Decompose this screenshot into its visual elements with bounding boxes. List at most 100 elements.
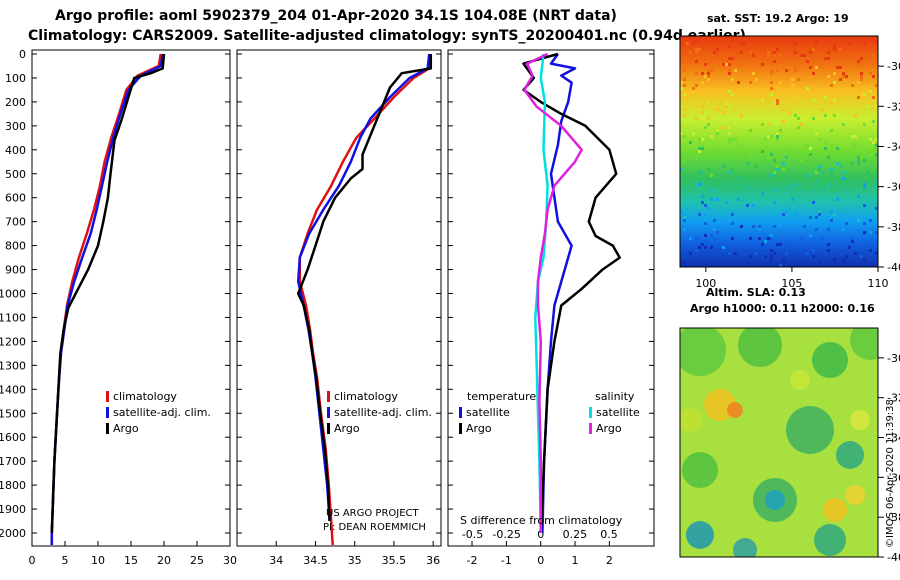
sla-blob — [845, 485, 865, 505]
sst-cell — [737, 198, 740, 201]
sla-blob — [738, 328, 782, 367]
sst-cell — [707, 102, 710, 105]
sla-blob — [812, 342, 848, 378]
depth-tick-label: 500 — [5, 168, 26, 181]
sla-blob — [680, 408, 702, 432]
sst-cell — [749, 156, 752, 159]
sst-cell — [698, 237, 701, 240]
sst-cell — [806, 87, 809, 90]
sst-cell — [830, 189, 833, 192]
salinity-x-tick-label: 34.5 — [303, 554, 328, 567]
sst-cell — [695, 51, 698, 54]
sst-cell — [731, 168, 734, 171]
sst-cell — [695, 60, 698, 63]
sst-cell — [728, 45, 731, 48]
sst-cell — [806, 60, 809, 63]
sst-cell — [824, 141, 827, 144]
sst-cell — [857, 156, 860, 159]
sst-cell — [767, 237, 770, 240]
sst-cell — [701, 195, 704, 198]
sst-cell — [773, 171, 776, 174]
sst-cell — [701, 72, 704, 75]
sst-cell — [830, 147, 833, 150]
sst-cell — [818, 213, 821, 216]
sst-cell — [815, 39, 818, 42]
sst-cell — [827, 249, 830, 252]
sst-cell — [716, 108, 719, 111]
sst-cell — [833, 117, 836, 120]
sst-cell — [830, 117, 833, 120]
sst-cell — [689, 237, 692, 240]
sst-cell — [758, 237, 761, 240]
sst-cell — [854, 144, 857, 147]
sla-blob — [727, 402, 743, 418]
sst-cell — [827, 114, 830, 117]
sst-cell — [737, 177, 740, 180]
sst-cell — [794, 114, 797, 117]
sst-cell — [713, 147, 716, 150]
sst-cell — [767, 123, 770, 126]
sst-cell — [725, 201, 728, 204]
sla-blob — [686, 521, 714, 549]
sst-cell — [728, 141, 731, 144]
legend-swatch-satellite — [106, 407, 109, 418]
sst-cell — [698, 39, 701, 42]
sst-cell — [680, 147, 683, 150]
legend-label-sal-satellite: satellite — [596, 406, 640, 419]
sst-cell — [773, 225, 776, 228]
sla-map-frame — [679, 327, 879, 558]
sst-cell — [794, 51, 797, 54]
sst-cell — [875, 42, 878, 45]
sst-cell — [839, 117, 842, 120]
sst-cell — [770, 81, 773, 84]
sst-cell — [863, 222, 866, 225]
depth-tick-label: 2000 — [0, 527, 26, 540]
sst-cell — [854, 135, 857, 138]
sst-cell — [710, 135, 713, 138]
sla-heatmap — [680, 328, 878, 557]
sst-cell — [824, 57, 827, 60]
sst-cell — [704, 246, 707, 249]
sst-cell — [872, 75, 875, 78]
sst-cell — [863, 186, 866, 189]
depth-tick-label: 1700 — [0, 455, 26, 468]
sst-cell — [683, 174, 686, 177]
sst-cell — [704, 126, 707, 129]
sst-heatmap-cells — [680, 36, 878, 267]
temp-diff-x-tick-label: -2 — [467, 554, 478, 567]
sst-cell — [833, 81, 836, 84]
sst-cell — [782, 258, 785, 261]
sst-cell — [680, 180, 683, 183]
sst-cell — [842, 72, 845, 75]
temp-diff-x-tick-label: 0 — [537, 554, 544, 567]
sst-cell — [866, 87, 869, 90]
sst-cell — [695, 105, 698, 108]
sst-cell — [779, 36, 782, 39]
sst-cell — [818, 138, 821, 141]
sst-cell — [869, 240, 872, 243]
sst-cell — [818, 261, 821, 264]
sst-cell — [707, 78, 710, 81]
sst-cell — [800, 54, 803, 57]
sst-cell — [773, 252, 776, 255]
salinity-difference-x-axis: -0.5 -0.25 0 0.25 0.5 — [462, 528, 618, 541]
sst-cell — [758, 228, 761, 231]
sst-cell — [746, 87, 749, 90]
sst-cell — [704, 234, 707, 237]
sst-cell — [731, 57, 734, 60]
sst-cell — [728, 138, 731, 141]
legend-label-satellite: satellite-adj. clim. — [334, 406, 432, 419]
sst-x-tick-label: 105 — [781, 277, 802, 290]
sst-cell — [833, 114, 836, 117]
legend-title-temperature: temperature — [467, 390, 536, 403]
sst-cell — [725, 207, 728, 210]
sst-cell — [710, 234, 713, 237]
sst-cell — [770, 234, 773, 237]
sst-cell — [704, 213, 707, 216]
temperature-panel-frame — [31, 49, 231, 547]
sst-cell — [848, 42, 851, 45]
sst-cell — [725, 90, 728, 93]
sst-cell — [752, 93, 755, 96]
sst-cell — [692, 132, 695, 135]
sst-cell — [779, 81, 782, 84]
